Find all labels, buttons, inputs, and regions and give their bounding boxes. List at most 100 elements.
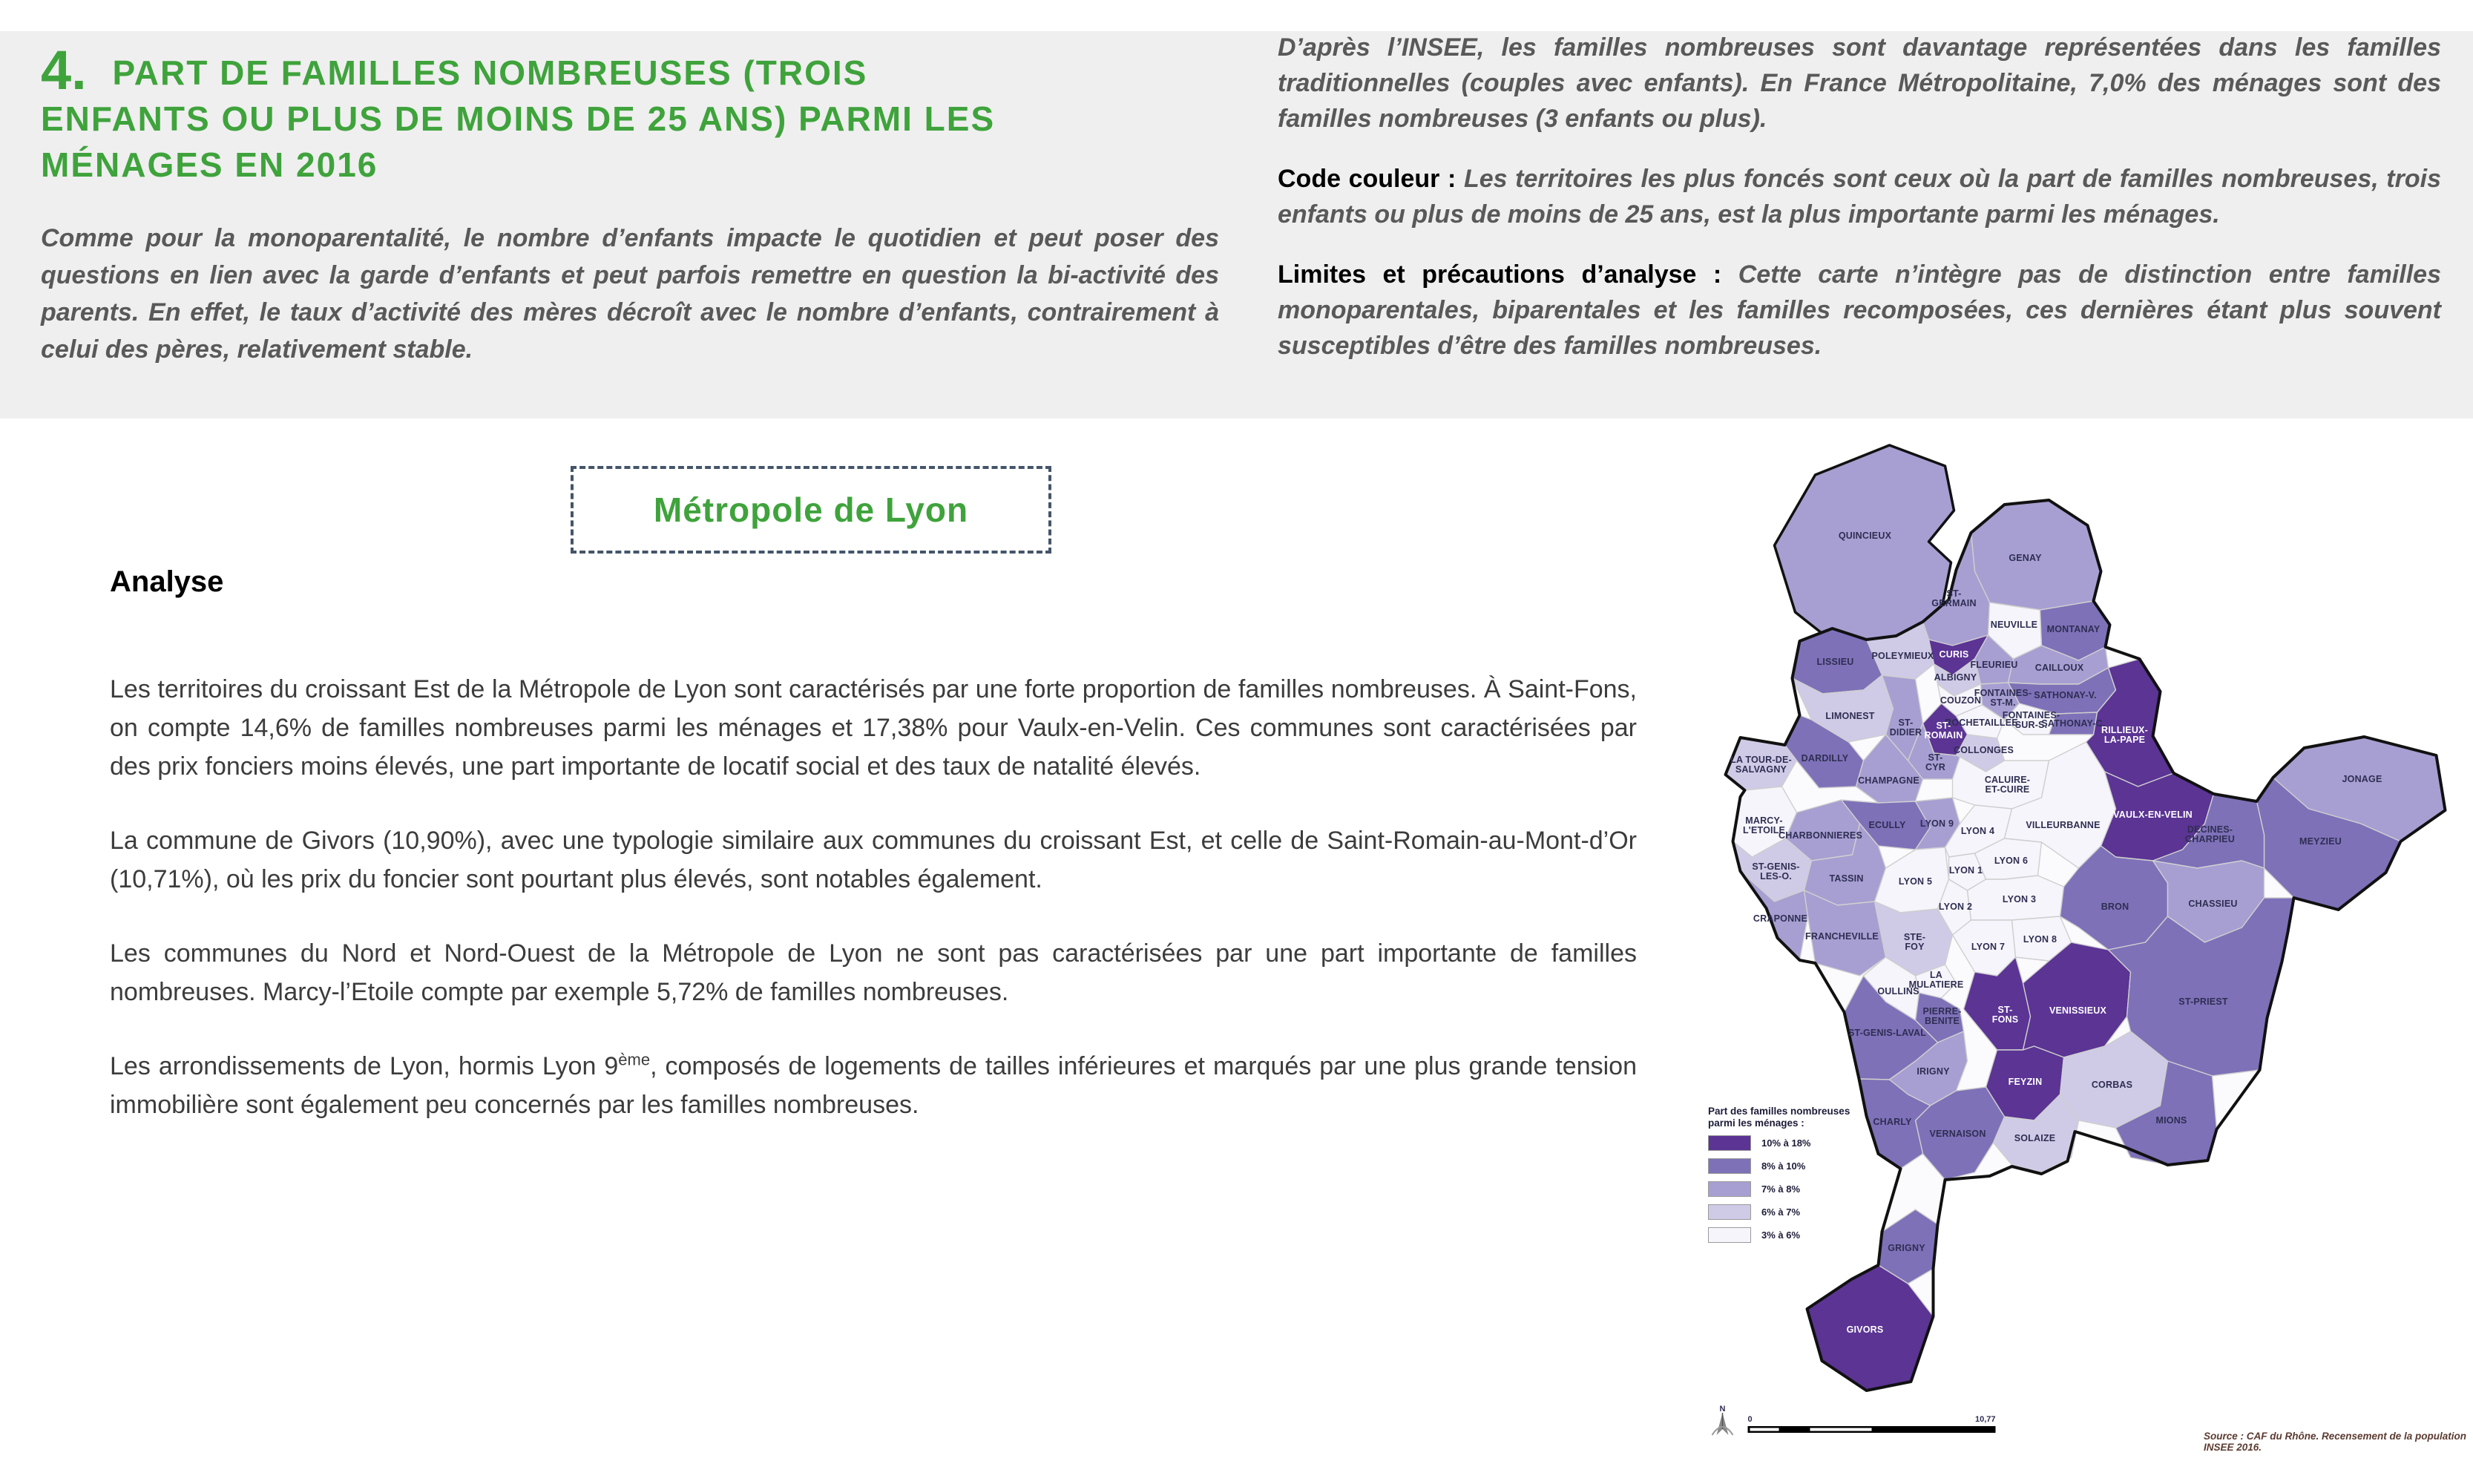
- region-title: Métropole de Lyon: [653, 490, 969, 529]
- commune-v-nissieux: [2022, 942, 2132, 1058]
- commune-label: ST-PRIEST: [2178, 997, 2228, 1007]
- analysis-paragraph-1: Les territoires du croissant Est de la M…: [110, 675, 1637, 781]
- legend-swatch: [1708, 1181, 1751, 1197]
- legend-label: 8% à 10%: [1761, 1160, 1806, 1172]
- note-insee: D’après l’INSEE, les familles nombreuses…: [1278, 33, 2441, 133]
- analysis-paragraph-2: La commune de Givors (10,90%), avec une …: [110, 827, 1637, 893]
- svg-text:0: 0: [1748, 1415, 1753, 1424]
- commune-label: IRIGNY: [1917, 1066, 1950, 1077]
- commune-label: CALUIRE-ET-CUIRE: [1985, 775, 2030, 795]
- commune-label: LYON 7: [1971, 942, 2005, 952]
- commune-label: GIVORS: [1847, 1324, 1884, 1335]
- commune-label: CURIS: [1940, 649, 1969, 660]
- legend-label: 3% à 6%: [1761, 1229, 1801, 1241]
- section-number: 4.: [41, 39, 87, 101]
- legend-swatch: [1708, 1135, 1751, 1151]
- analysis-paragraph-4: Les arrondissements de Lyon, hormis Lyon…: [110, 1050, 1637, 1119]
- commune-label: CHAMPAGNE: [1858, 775, 1919, 786]
- commune-fontaines-sur-sa-ne: [2003, 703, 2057, 735]
- commune-label: ALBIGNY: [1934, 672, 1977, 683]
- commune-label: OULLINS: [1877, 986, 1919, 997]
- commune-label: ROCHETAILLEE: [1945, 718, 2018, 728]
- commune-label: SATHONAY-V.: [2034, 690, 2096, 700]
- intro-paragraph: Comme pour la monoparentalité, le nombre…: [41, 224, 1219, 364]
- commune-label: VAULX-EN-VELIN: [2113, 810, 2193, 820]
- commune-label: LYON 8: [2023, 934, 2057, 945]
- commune-label: CORBAS: [2092, 1080, 2132, 1090]
- note-code-couleur: Code couleur : Les territoires les plus …: [1278, 165, 2441, 229]
- commune-label: VERNAISON: [1929, 1129, 1986, 1139]
- commune-quincieux: [1773, 444, 1956, 647]
- legend-item: 6% à 7%: [1708, 1204, 1931, 1220]
- commune-label: POLEYMIEUX: [1872, 651, 1934, 661]
- commune-label: SATHONAY-C.: [2041, 718, 2105, 729]
- commune-label: ST-FONS: [1992, 1005, 2019, 1025]
- commune-label: CHASSIEU: [2188, 899, 2237, 909]
- commune-label: MIONS: [2156, 1115, 2187, 1126]
- svg-text:10,77: 10,77: [1975, 1415, 1996, 1424]
- north-arrow-icon: N: [1711, 1405, 1734, 1436]
- commune-label: LA TOUR-DE-SALVAGNY: [1730, 755, 1792, 775]
- title-line-2: ENFANTS OU PLUS DE MOINS DE 25 ANS) PARM…: [41, 99, 996, 138]
- map-legend: Part des familles nombreuses parmi les m…: [1708, 1106, 1931, 1250]
- commune-label: FONTAINES-SUR-S.: [2003, 710, 2060, 730]
- commune-label: LIMONEST: [1825, 711, 1874, 721]
- commune-label: FRANCHEVILLE: [1805, 931, 1879, 942]
- commune-label: LA MULATIERE: [1909, 970, 1964, 990]
- commune-label: NEUVILLE: [1991, 620, 2037, 630]
- commune-label: QUINCIEUX: [1839, 531, 1892, 541]
- analysis-text: Les territoires du croissant Est de la M…: [110, 670, 1637, 1124]
- legend-label: 7% à 8%: [1761, 1183, 1801, 1195]
- legend-swatch: [1708, 1158, 1751, 1174]
- legend-title-line-2: parmi les ménages :: [1708, 1117, 1804, 1129]
- analysis-heading: Analyse: [110, 565, 224, 598]
- commune-label: LYON 5: [1899, 876, 1932, 887]
- commune-label: LYON 1: [1949, 865, 1983, 876]
- legend-swatch: [1708, 1204, 1751, 1220]
- commune-label: MEYZIEU: [2299, 836, 2342, 847]
- commune-label: LYON 6: [1994, 856, 2028, 866]
- commune-label: CHARLY: [1873, 1117, 1912, 1127]
- commune-label: GENAY: [2009, 553, 2042, 563]
- commune-champagne: [1855, 734, 1924, 804]
- page-title: 4. PART DE FAMILLES NOMBREUSES (TROIS EN…: [41, 43, 1228, 188]
- commune-label: ST-DIDIER: [1890, 718, 1922, 738]
- title-line-1: PART DE FAMILLES NOMBREUSES (TROIS: [112, 53, 868, 92]
- metropole-outline: [1724, 499, 2447, 1392]
- commune-label: JONAGE: [2342, 774, 2382, 784]
- commune-label: FEYZIN: [2009, 1077, 2043, 1087]
- commune-label: VENISSIEUX: [2049, 1005, 2106, 1016]
- commune-label: MARCY-L'ETOILE: [1743, 815, 1785, 835]
- commune-label: VILLEURBANNE: [2026, 820, 2100, 830]
- header-notes: D’après l’INSEE, les familles nombreuses…: [1278, 30, 2441, 364]
- commune-label: LYON 9: [1920, 818, 1954, 829]
- commune-label: ST-ROMAIN: [1925, 720, 1963, 741]
- commune-label: LYON 4: [1961, 826, 1994, 836]
- commune-label: STE-FOY: [1904, 932, 1925, 952]
- legend-item: 7% à 8%: [1708, 1181, 1931, 1197]
- legend-swatch: [1708, 1227, 1751, 1243]
- legend-rows: 10% à 18% 8% à 10% 7% à 8% 6% à 7% 3% à 6%: [1708, 1135, 1931, 1243]
- commune-francheville: [1803, 890, 1887, 976]
- commune-label: CRAPONNE: [1753, 913, 1807, 924]
- legend-item: 10% à 18%: [1708, 1135, 1931, 1151]
- commune-solaize: [1992, 1094, 2080, 1173]
- commune-label: FONTAINES-ST-M.: [1974, 688, 2032, 708]
- map-canvas: N 0 10,77 QUINCIEUX GENAY ST-GERMAIN NEUVIL…: [1711, 444, 2447, 1436]
- commune-polygons: [1724, 444, 2446, 1391]
- commune-label: LISSIEU: [1816, 657, 1853, 667]
- commune-label: ST-GENIS-LAVAL: [1848, 1028, 1926, 1038]
- legend-item: 3% à 6%: [1708, 1227, 1931, 1243]
- header-band: [0, 31, 2473, 418]
- commune-label: LYON 2: [1939, 902, 1972, 912]
- legend-label: 6% à 7%: [1761, 1206, 1801, 1218]
- region-title-box: Métropole de Lyon: [571, 466, 1051, 554]
- commune-label: ST-CYR: [1925, 752, 1945, 772]
- commune-label: GRIGNY: [1888, 1243, 1925, 1253]
- commune-label: DECINES-CHARPIEU: [2185, 824, 2235, 844]
- commune-label: ECULLY: [1868, 820, 1906, 830]
- commune-label: CHARBONNIERES: [1779, 830, 1862, 841]
- commune-label: TASSIN: [1829, 873, 1863, 884]
- legend-title-line-1: Part des familles nombreuses: [1708, 1106, 1850, 1117]
